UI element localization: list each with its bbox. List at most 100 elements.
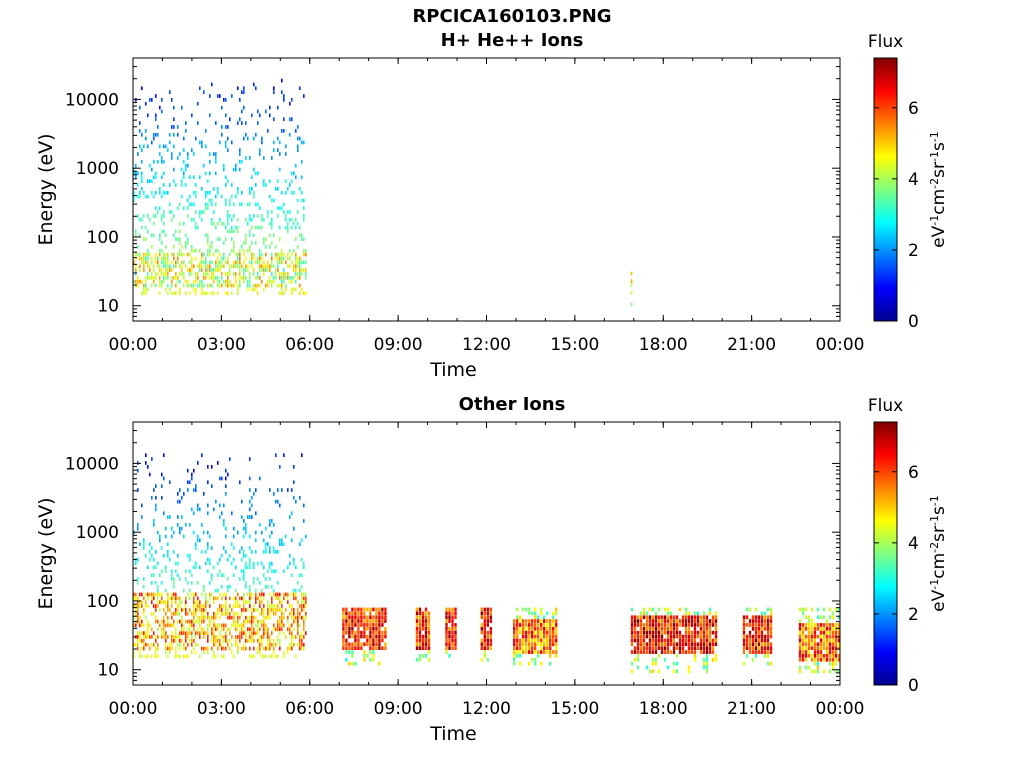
flux-cell (207, 264, 209, 269)
flux-cell (754, 638, 758, 643)
flux-cell (161, 283, 163, 288)
flux-cell (171, 596, 173, 601)
flux-cell (711, 638, 715, 643)
flux-cell (237, 530, 239, 535)
flux-cell (183, 631, 185, 635)
flux-cell (189, 639, 191, 643)
flux-cell (684, 623, 688, 627)
colorbar-tick-label: 6 (908, 99, 919, 119)
flux-cell (277, 499, 279, 504)
flux-cell (675, 654, 679, 658)
flux-cell (167, 260, 169, 265)
flux-cell (375, 630, 378, 635)
flux-cell (828, 634, 832, 639)
x-tick-label: 18:00 (639, 335, 688, 355)
flux-cell (261, 264, 263, 269)
flux-cell (766, 638, 770, 643)
flux-cell (630, 630, 634, 635)
flux-cell (751, 646, 755, 650)
flux-cell (801, 630, 805, 635)
flux-cell (267, 646, 269, 651)
flux-cell (225, 140, 227, 145)
flux-cell (801, 611, 805, 616)
flux-cell (630, 642, 634, 647)
flux-cell (143, 646, 145, 651)
flux-cell (165, 623, 167, 628)
flux-cell (199, 507, 201, 512)
flux-cell (181, 639, 183, 643)
flux-cell (137, 152, 139, 156)
flux-cell (211, 221, 213, 226)
flux-cell (687, 627, 691, 631)
flux-cell (221, 132, 223, 137)
flux-cell (231, 217, 233, 222)
flux-cell (418, 642, 422, 647)
flux-cell (205, 202, 207, 207)
panel-other-ions: 00:00 03:00 06:00 09:00 12:00 15:00 18:00 21:00… (35, 396, 949, 745)
flux-cell (301, 268, 303, 272)
flux-cell (265, 646, 267, 651)
flux-cell (151, 581, 153, 585)
flux-cell (748, 607, 752, 612)
flux-cell (708, 630, 712, 635)
flux-cell (525, 642, 528, 647)
flux-cell (798, 650, 802, 654)
flux-cell (293, 608, 295, 612)
flux-cell (193, 530, 195, 535)
flux-cell (237, 635, 239, 639)
flux-cell (263, 623, 265, 628)
flux-cell (810, 619, 814, 623)
flux-cell (213, 279, 215, 284)
flux-cell (161, 256, 163, 261)
flux-cell (354, 646, 357, 650)
flux-cell (183, 221, 185, 226)
flux-cell (207, 179, 209, 183)
flux-cell (267, 600, 269, 604)
flux-cell (161, 156, 163, 160)
flux-cell (378, 646, 381, 650)
flux-cell (763, 650, 767, 654)
flux-cell (193, 615, 195, 620)
flux-cell (666, 611, 670, 616)
flux-cell (185, 241, 187, 245)
flux-cell (281, 608, 283, 612)
flux-cell (259, 206, 261, 210)
flux-cell (267, 210, 269, 214)
flux-cell (225, 526, 227, 531)
flux-cell (687, 665, 691, 670)
flux-cell (149, 268, 151, 272)
flux-cell (207, 206, 209, 210)
flux-cell (822, 638, 826, 643)
spectrogram-data (133, 453, 841, 674)
flux-cell (179, 577, 181, 581)
flux-cell (546, 619, 549, 623)
flux-cell (147, 272, 149, 276)
flux-cell (279, 152, 281, 156)
flux-cell (151, 233, 153, 238)
flux-cell (828, 607, 832, 612)
flux-cell (241, 159, 243, 164)
flux-cell (209, 252, 211, 257)
flux-cell (201, 453, 203, 458)
flux-cell (263, 631, 265, 635)
flux-cell (145, 260, 147, 265)
flux-cell (825, 646, 829, 650)
flux-cell (239, 623, 241, 628)
flux-cell (378, 630, 381, 635)
flux-cell (760, 638, 764, 643)
flux-cell (424, 611, 428, 616)
flux-cell (245, 584, 247, 589)
flux-cell (197, 276, 199, 280)
flux-cell (137, 276, 139, 280)
flux-cell (283, 611, 285, 616)
flux-cell (301, 592, 303, 597)
flux-cell (418, 657, 422, 662)
flux-cell (305, 611, 307, 616)
flux-cell (291, 538, 293, 543)
flux-cell (137, 557, 139, 562)
flux-cell (209, 561, 211, 566)
flux-cell (657, 615, 661, 620)
flux-cell (139, 129, 141, 133)
flux-cell (163, 272, 165, 276)
flux-cell (810, 627, 814, 631)
